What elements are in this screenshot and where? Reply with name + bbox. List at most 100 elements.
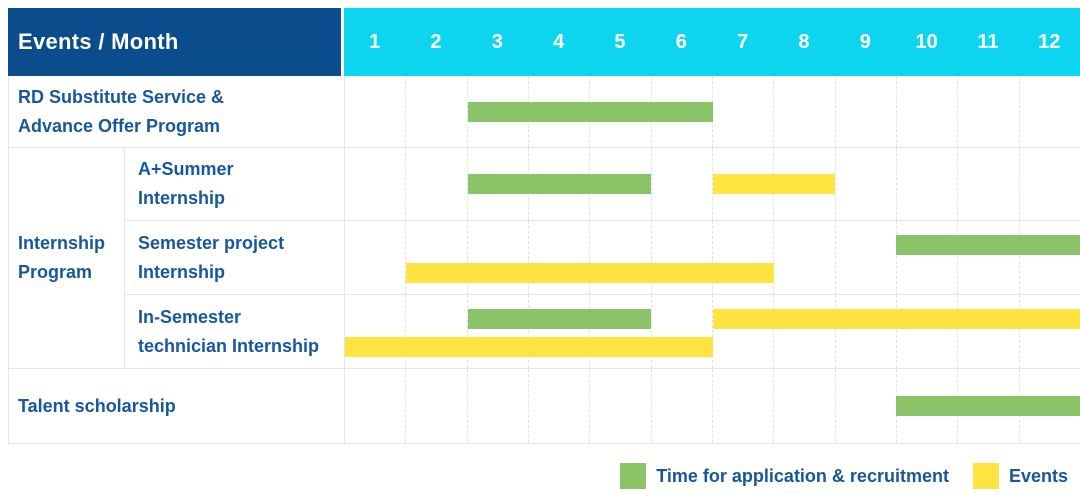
chart-row-a-plus-summer [345,148,1080,220]
header-title: Events / Month [18,29,179,54]
month-gridline-cell [466,369,528,443]
row-label-cell-in-semester: In-Semester technician Internship [125,295,345,368]
row-label-line: A+Summer [138,159,234,179]
month-gridline-cell [405,148,466,220]
row-label: RD Substitute Service & Advance Offer Pr… [18,83,224,141]
month-label: 6 [675,30,687,53]
row-a-plus-summer: A+Summer Internship [125,148,1080,220]
month-label: 3 [491,30,503,53]
month-gridline-cell [834,76,896,147]
month-gridline-cell [466,221,528,294]
month-gridline-cell [895,221,957,294]
month-gridline-cell [711,76,773,147]
legend-swatch-application [620,463,647,489]
bar-application [896,396,1080,416]
month-gridline-cell [711,295,773,368]
month-gridline-cell [345,148,405,220]
bar-event [712,174,835,194]
internship-subrows: A+Summer Internship Semester project Int… [125,148,1080,368]
month-gridline-cell [589,295,650,368]
group-label: Internship Program [18,229,105,287]
month-label: 12 [1038,30,1061,53]
month-gridline-cell [405,369,466,443]
bar-event [345,336,713,357]
header-months: 1 2 3 4 5 6 7 8 9 10 11 12 [344,8,1080,76]
month-gridline-cell [957,148,1018,220]
month-gridline-cell [527,221,589,294]
month-gridline-cell [405,221,466,294]
row-label-cell-rd-substitute: RD Substitute Service & Advance Offer Pr… [9,76,345,147]
month-gridline-cell [834,148,896,220]
month-gridline-cell [773,369,834,443]
header-events-month-cell: Events / Month [8,8,341,76]
row-label-line: In-Semester [138,306,242,327]
month-label: 9 [859,30,871,53]
row-in-semester-technician: In-Semester technician Internship [125,294,1080,368]
table-body: RD Substitute Service & Advance Offer Pr… [8,76,1080,444]
month-label: 7 [737,30,749,53]
row-label: Semester project Internship [138,229,284,287]
month-gridline-cell [957,295,1018,368]
row-group-internship-program: Internship Program A+Summer Internship [9,147,1080,368]
month-label: 8 [798,30,810,53]
month-gridline-cell [895,148,957,220]
month-gridline-cell [895,76,957,147]
month-label: 2 [430,30,442,53]
month-gridline-cell [589,369,650,443]
month-gridline-cell [773,295,834,368]
month-gridline-cell [466,295,528,368]
month-gridline-cell [711,148,773,220]
month-label: 11 [977,30,999,53]
month-gridline-cell [711,369,773,443]
bar-application [896,234,1080,255]
row-label-cell-semester-project: Semester project Internship [125,221,345,294]
row-label: A+Summer Internship [138,155,234,213]
bar-application [467,308,652,329]
month-gridline-cell [650,295,712,368]
row-label: Talent scholarship [18,392,176,421]
month-gridline-cell [1018,148,1080,220]
row-label-line: RD Substitute Service & [18,86,225,107]
month-label: 5 [614,30,626,53]
chart-row-talent-scholarship [345,369,1080,443]
month-gridline-cell [650,148,712,220]
header-row: Events / Month 1 2 3 4 5 6 7 8 9 10 11 12 [8,8,1080,76]
bar-event [712,308,1080,329]
legend-swatch-events [972,463,999,489]
month-gridline-cell [589,221,650,294]
legend-label-application: Time for application & recruitment [656,465,949,486]
row-label-cell-talent-scholarship: Talent scholarship [9,369,345,443]
month-gridline-cell [773,221,834,294]
month-gridline-cell [345,295,405,368]
month-gridline-cell [1018,295,1080,368]
month-gridline-cell [650,369,712,443]
month-gridline-cell [711,221,773,294]
row-rd-substitute: RD Substitute Service & Advance Offer Pr… [9,76,1080,147]
month-gridline-cell [834,221,896,294]
row-label-line: technician Internship [138,335,320,356]
row-label-line: Internship [138,188,226,208]
month-gridline-cell [957,221,1018,294]
group-label-line: Internship [18,233,106,253]
chart-row-rd-substitute [345,76,1080,147]
legend-label-events: Events [1008,465,1068,486]
month-gridline-cell [527,295,589,368]
month-gridline-cell [527,369,589,443]
month-gridline-cell [834,369,896,443]
bar-application [467,101,713,122]
month-gridline-cell [895,295,957,368]
chart-row-in-semester [345,295,1080,368]
month-label: 10 [915,30,938,53]
month-gridline-cell [1018,221,1080,294]
row-label-cell-a-plus-summer: A+Summer Internship [125,148,345,220]
month-gridline-cell [345,221,405,294]
row-label-line: Semester project [138,232,285,253]
month-gridline-cell [345,76,405,147]
group-label-line: Program [18,262,93,282]
month-gridline-cell [405,295,466,368]
month-gridline-cell [957,76,1018,147]
row-talent-scholarship: Talent scholarship [9,368,1080,443]
month-gridline-cell [345,369,405,443]
bar-application [467,174,652,194]
